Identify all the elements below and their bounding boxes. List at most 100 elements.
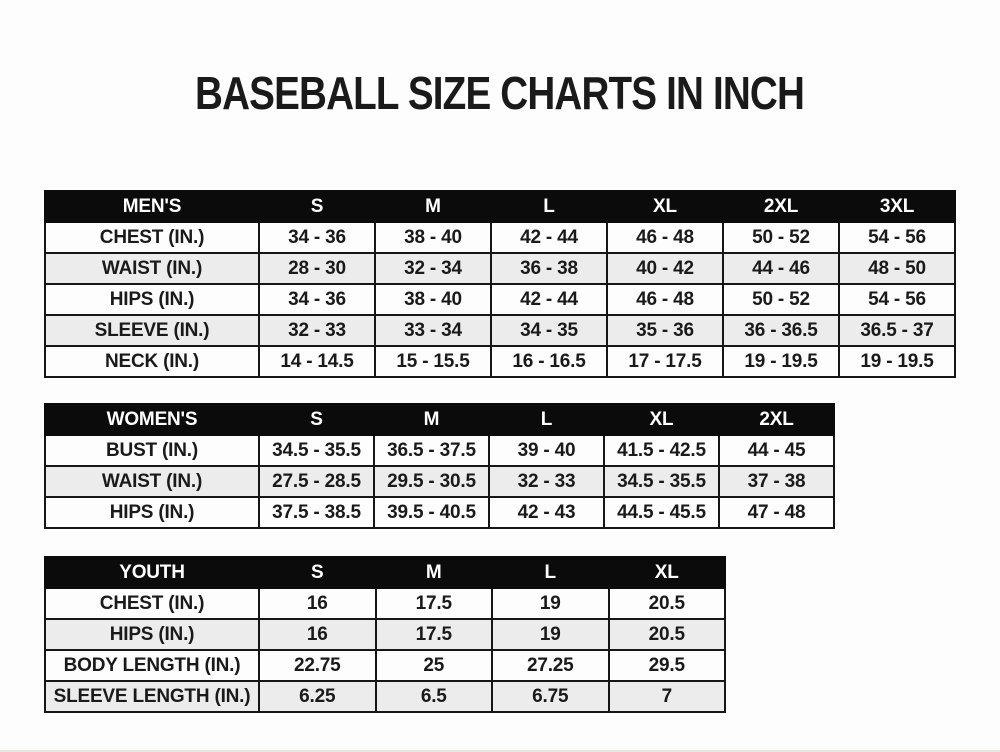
measurement-label-cell: NECK (IN.) (44, 345, 260, 378)
group-header-cell: YOUTH (44, 556, 260, 589)
size-value-cell: 16 (258, 587, 377, 620)
womens-size-table: WOMEN'S S M L XL 2XL BUST (IN.) 34.5 - 35.5 36.… (44, 403, 835, 529)
size-header-cell: M (374, 190, 492, 223)
size-header-cell: S (258, 556, 377, 589)
size-value-cell: 34.5 - 35.5 (603, 465, 720, 498)
measurement-label-cell: WAIST (IN.) (44, 252, 260, 285)
mens-header-row: MEN'S S M L XL 2XL 3XL (44, 190, 956, 223)
size-value-cell: 47 - 48 (718, 496, 835, 529)
size-value-cell: 39.5 - 40.5 (373, 496, 490, 529)
size-value-cell: 17 - 17.5 (606, 345, 724, 378)
measurement-label-cell: CHEST (IN.) (44, 587, 260, 620)
size-header-cell: S (258, 403, 375, 436)
size-value-cell: 20.5 (607, 618, 726, 651)
size-value-cell: 27.25 (491, 649, 610, 682)
size-value-cell: 15 - 15.5 (374, 345, 492, 378)
size-header-cell: L (488, 403, 605, 436)
size-value-cell: 6.75 (491, 680, 610, 713)
size-value-cell: 17.5 (374, 618, 493, 651)
measurement-label-cell: WAIST (IN.) (44, 465, 260, 498)
size-header-cell: XL (607, 556, 726, 589)
size-value-cell: 50 - 52 (722, 221, 840, 254)
size-value-cell: 22.75 (258, 649, 377, 682)
page-title-text: BASEBALL SIZE CHARTS IN INCH (195, 67, 805, 119)
youth-table-body: CHEST (IN.) 16 17.5 19 20.5 HIPS (IN.) 16 17.5 1… (44, 587, 726, 713)
table-row: HIPS (IN.) 34 - 36 38 - 40 42 - 44 46 - 48 50… (44, 283, 956, 316)
measurement-label-cell: CHEST (IN.) (44, 221, 260, 254)
measurement-label-cell: BODY LENGTH (IN.) (44, 649, 260, 682)
size-value-cell: 40 - 42 (606, 252, 724, 285)
size-value-cell: 19 (491, 587, 610, 620)
size-value-cell: 20.5 (607, 587, 726, 620)
size-header-cell: 2XL (718, 403, 835, 436)
table-row: SLEEVE (IN.) 32 - 33 33 - 34 34 - 35 35 - 36… (44, 314, 956, 347)
mens-table-body: CHEST (IN.) 34 - 36 38 - 40 42 - 44 46 - 48 5… (44, 221, 956, 378)
size-value-cell: 33 - 34 (374, 314, 492, 347)
size-value-cell: 35 - 36 (606, 314, 724, 347)
size-header-cell: M (374, 556, 493, 589)
size-value-cell: 39 - 40 (488, 434, 605, 467)
size-value-cell: 54 - 56 (838, 221, 956, 254)
size-header-cell: 3XL (838, 190, 956, 223)
bottom-edge-line (0, 750, 1000, 752)
size-header-cell: XL (603, 403, 720, 436)
size-value-cell: 36 - 38 (490, 252, 608, 285)
size-value-cell: 28 - 30 (258, 252, 376, 285)
size-value-cell: 19 - 19.5 (722, 345, 840, 378)
size-value-cell: 32 - 33 (488, 465, 605, 498)
size-header-cell: 2XL (722, 190, 840, 223)
size-value-cell: 34 - 36 (258, 283, 376, 316)
group-header-cell: MEN'S (44, 190, 260, 223)
size-value-cell: 14 - 14.5 (258, 345, 376, 378)
table-row: WAIST (IN.) 28 - 30 32 - 34 36 - 38 40 - 42 4… (44, 252, 956, 285)
table-row: BODY LENGTH (IN.) 22.75 25 27.25 29.5 (44, 649, 726, 682)
size-value-cell: 6.25 (258, 680, 377, 713)
size-value-cell: 17.5 (374, 587, 493, 620)
size-value-cell: 54 - 56 (838, 283, 956, 316)
size-value-cell: 29.5 (607, 649, 726, 682)
size-value-cell: 41.5 - 42.5 (603, 434, 720, 467)
size-value-cell: 16 (258, 618, 377, 651)
group-header-cell: WOMEN'S (44, 403, 260, 436)
measurement-label-cell: HIPS (IN.) (44, 283, 260, 316)
size-header-cell: L (490, 190, 608, 223)
size-value-cell: 7 (607, 680, 726, 713)
size-value-cell: 42 - 44 (490, 221, 608, 254)
table-row: NECK (IN.) 14 - 14.5 15 - 15.5 16 - 16.5 17 … (44, 345, 956, 378)
size-value-cell: 46 - 48 (606, 221, 724, 254)
size-header-cell: L (491, 556, 610, 589)
size-value-cell: 38 - 40 (374, 283, 492, 316)
measurement-label-cell: HIPS (IN.) (44, 496, 260, 529)
size-value-cell: 50 - 52 (722, 283, 840, 316)
size-value-cell: 34 - 35 (490, 314, 608, 347)
youth-size-table: YOUTH S M L XL CHEST (IN.) 16 17.5 19 20.5 HIPS (… (44, 556, 726, 713)
table-row: CHEST (IN.) 16 17.5 19 20.5 (44, 587, 726, 620)
table-row: BUST (IN.) 34.5 - 35.5 36.5 - 37.5 39 - 40 4… (44, 434, 835, 467)
womens-table-body: BUST (IN.) 34.5 - 35.5 36.5 - 37.5 39 - 40 4… (44, 434, 835, 529)
size-value-cell: 38 - 40 (374, 221, 492, 254)
size-value-cell: 27.5 - 28.5 (258, 465, 375, 498)
size-value-cell: 42 - 44 (490, 283, 608, 316)
size-value-cell: 36 - 36.5 (722, 314, 840, 347)
table-row: WAIST (IN.) 27.5 - 28.5 29.5 - 30.5 32 - 33… (44, 465, 835, 498)
size-value-cell: 36.5 - 37.5 (373, 434, 490, 467)
size-value-cell: 44 - 46 (722, 252, 840, 285)
size-value-cell: 36.5 - 37 (838, 314, 956, 347)
size-value-cell: 48 - 50 (838, 252, 956, 285)
size-value-cell: 34 - 36 (258, 221, 376, 254)
size-value-cell: 32 - 34 (374, 252, 492, 285)
measurement-label-cell: HIPS (IN.) (44, 618, 260, 651)
table-row: HIPS (IN.) 37.5 - 38.5 39.5 - 40.5 42 - 43 4… (44, 496, 835, 529)
size-value-cell: 44.5 - 45.5 (603, 496, 720, 529)
size-value-cell: 37.5 - 38.5 (258, 496, 375, 529)
table-row: SLEEVE LENGTH (IN.) 6.25 6.5 6.75 7 (44, 680, 726, 713)
size-value-cell: 37 - 38 (718, 465, 835, 498)
measurement-label-cell: SLEEVE (IN.) (44, 314, 260, 347)
womens-header-row: WOMEN'S S M L XL 2XL (44, 403, 835, 436)
size-value-cell: 19 - 19.5 (838, 345, 956, 378)
mens-size-table: MEN'S S M L XL 2XL 3XL CHEST (IN.) 34 - 36 38 - … (44, 190, 956, 378)
measurement-label-cell: SLEEVE LENGTH (IN.) (44, 680, 260, 713)
size-value-cell: 29.5 - 30.5 (373, 465, 490, 498)
size-value-cell: 16 - 16.5 (490, 345, 608, 378)
